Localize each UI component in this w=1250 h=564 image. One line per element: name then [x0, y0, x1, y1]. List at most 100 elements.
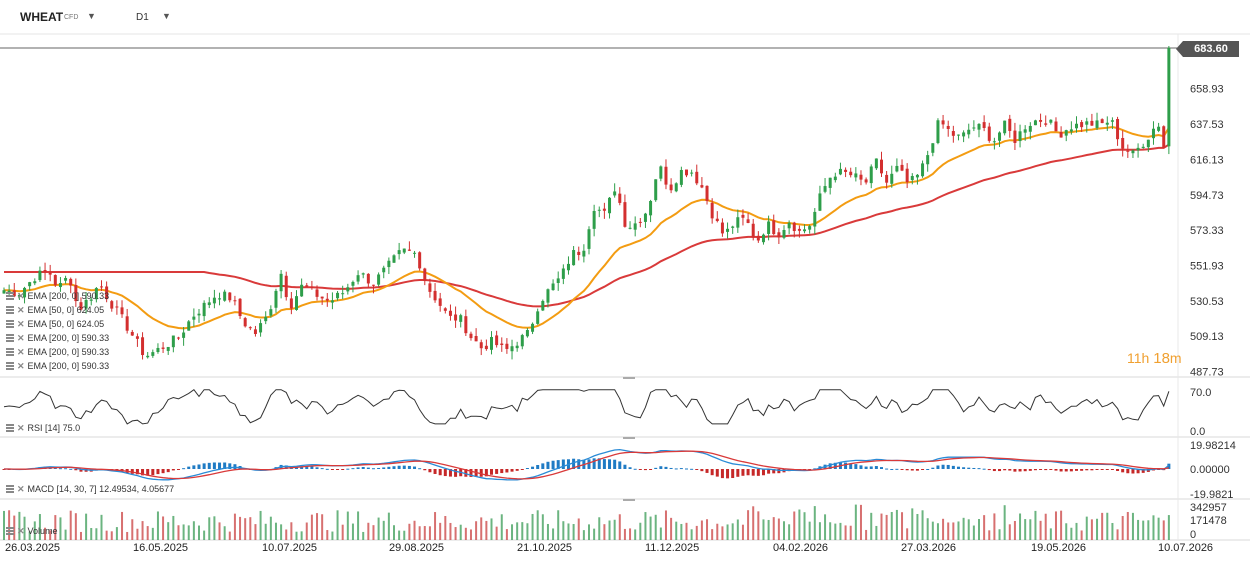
indicator-legend-row[interactable]: ✕ EMA [200, 0] 590.33: [6, 346, 109, 358]
ema-200-line: [4, 143, 1170, 308]
macd-hist-bar: [520, 469, 524, 470]
list-lines-icon[interactable]: [6, 424, 14, 432]
volume-bar: [557, 510, 560, 540]
macd-hist-bar: [613, 459, 617, 469]
macd-hist-bar: [1044, 469, 1048, 471]
volume-bar: [931, 521, 934, 540]
volume-bar: [623, 528, 626, 540]
volume-bar: [90, 528, 93, 540]
volume-bar: [244, 518, 247, 540]
rsi-legend[interactable]: ✕ RSI [14] 75.0: [6, 422, 80, 434]
list-lines-icon[interactable]: [6, 334, 14, 342]
volume-bar: [685, 522, 688, 540]
timeframe-dropdown-icon[interactable]: ▼: [162, 11, 171, 21]
macd-hist-bar: [751, 469, 755, 476]
close-x-icon[interactable]: ✕: [17, 304, 25, 315]
close-x-icon[interactable]: ✕: [17, 525, 25, 536]
macd-hist-bar: [531, 466, 535, 469]
macd-hist-bar: [361, 467, 365, 469]
pane-resize-handle[interactable]: [623, 377, 635, 379]
volume-bar: [901, 512, 904, 540]
candle-body: [556, 278, 560, 283]
macd-hist-bar: [141, 469, 145, 476]
pane-resize-handle[interactable]: [623, 499, 635, 501]
volume-bar: [1090, 519, 1093, 540]
candle-body: [64, 278, 68, 281]
macd-hist-bar: [890, 468, 894, 470]
candle-body: [418, 252, 422, 269]
macd-hist-bar: [207, 462, 211, 469]
volume-bar: [403, 530, 406, 540]
macd-legend[interactable]: ✕ MACD [14, 30, 7] 12.49534, 4.05677: [6, 483, 174, 495]
macd-hist-bar: [561, 459, 565, 469]
indicator-legend-row[interactable]: ✕ EMA [50, 0] 624.05: [6, 318, 104, 330]
pane-resize-handle[interactable]: [623, 437, 635, 439]
close-x-icon[interactable]: ✕: [17, 346, 25, 357]
macd-hist-bar: [900, 469, 904, 470]
macd-hist-bar: [869, 466, 873, 469]
indicator-legend-row[interactable]: ✕ EMA [200, 0] 590.33: [6, 332, 109, 344]
macd-hist-bar: [1069, 469, 1073, 472]
close-x-icon[interactable]: ✕: [17, 332, 25, 343]
volume-bar: [700, 520, 703, 540]
candle-body: [525, 330, 529, 337]
list-lines-icon[interactable]: [6, 306, 14, 314]
candle-body: [243, 318, 247, 327]
macd-hist-bar: [1126, 469, 1130, 474]
indicator-legend-row[interactable]: ✕ EMA [50, 0] 624.05: [6, 304, 104, 316]
close-x-icon[interactable]: ✕: [17, 290, 25, 301]
symbol-dropdown-icon[interactable]: ▼: [87, 11, 96, 21]
candle-body: [674, 183, 678, 192]
macd-hist-bar: [1110, 469, 1114, 470]
list-lines-icon[interactable]: [6, 292, 14, 300]
macd-hist-bar: [53, 467, 57, 469]
close-x-icon[interactable]: ✕: [17, 360, 25, 371]
candle-body: [382, 267, 386, 273]
volume-bar: [233, 513, 236, 540]
candle-body: [833, 176, 837, 181]
candle-body: [1095, 120, 1099, 128]
volume-bar: [644, 512, 647, 540]
timeframe-selector[interactable]: D1: [136, 12, 149, 23]
macd-hist-bar: [1039, 469, 1043, 470]
volume-bar: [942, 518, 945, 540]
volume-bar: [762, 519, 765, 540]
indicator-legend-row[interactable]: ✕ EMA [200, 0] 590.33: [6, 360, 109, 372]
candle-body: [336, 292, 340, 299]
volume-legend[interactable]: ✕ Volume: [6, 525, 58, 537]
volume-bar: [367, 522, 370, 540]
macd-histogram: [2, 458, 1171, 479]
list-lines-icon[interactable]: [6, 362, 14, 370]
candle-body: [838, 168, 842, 175]
macd-hist-bar: [1003, 469, 1007, 471]
volume-bar: [613, 519, 616, 540]
candle-body: [48, 272, 52, 275]
macd-hist-bar: [951, 465, 955, 469]
macd-hist-bar: [1090, 469, 1094, 471]
volume-bar: [608, 520, 611, 540]
volume-bar: [1029, 519, 1032, 540]
close-x-icon[interactable]: ✕: [17, 422, 25, 433]
candle-body: [1069, 129, 1073, 132]
candle-body: [12, 290, 16, 297]
list-lines-icon[interactable]: [6, 320, 14, 328]
candle-body: [895, 165, 899, 172]
list-lines-icon[interactable]: [6, 348, 14, 356]
macd-hist-bar: [325, 468, 329, 470]
close-x-icon[interactable]: ✕: [17, 483, 25, 494]
volume-bar: [341, 524, 344, 540]
symbol-name[interactable]: WHEAT: [20, 10, 64, 24]
candle-body: [987, 126, 991, 141]
candle-body: [197, 313, 201, 316]
volume-bar: [346, 511, 349, 540]
list-lines-icon[interactable]: [6, 485, 14, 493]
indicator-legend-row[interactable]: ✕ EMA [200, 0] 590.33: [6, 290, 109, 302]
candle-body: [305, 285, 309, 287]
indicator-legend-label: EMA [200, 0] 590.33: [27, 291, 110, 301]
list-lines-icon[interactable]: [6, 527, 14, 535]
volume-bar: [274, 522, 277, 540]
volume-bar: [1121, 516, 1124, 540]
close-x-icon[interactable]: ✕: [17, 318, 25, 329]
volume-bar: [1034, 510, 1037, 540]
